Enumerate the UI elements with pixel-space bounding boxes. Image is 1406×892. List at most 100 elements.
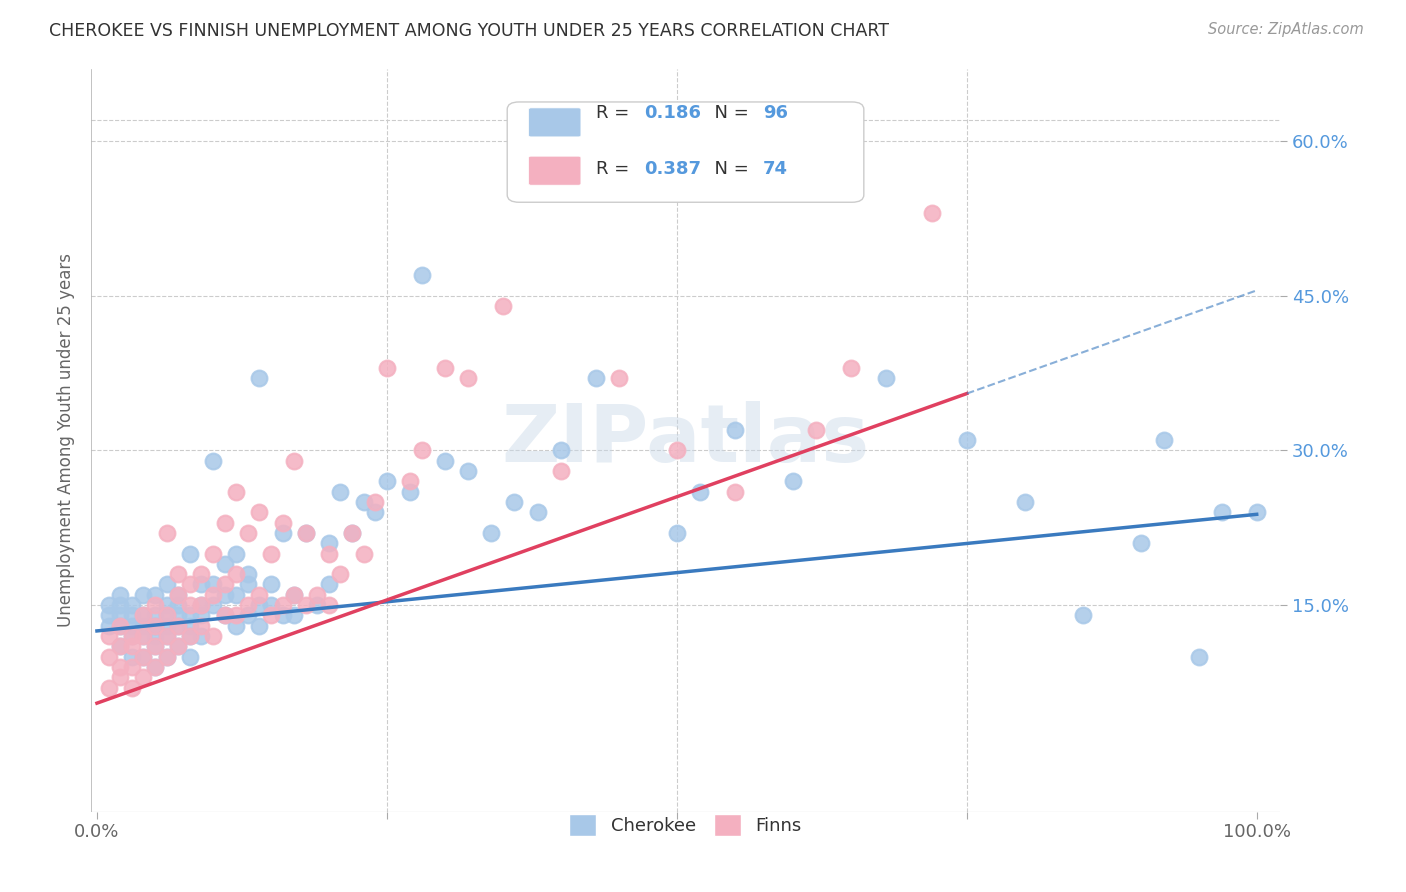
Point bbox=[214, 557, 236, 571]
Point bbox=[782, 475, 804, 489]
Text: N =: N = bbox=[703, 104, 755, 122]
Point bbox=[121, 649, 143, 664]
Point bbox=[179, 598, 201, 612]
Point bbox=[143, 619, 166, 633]
Point bbox=[457, 371, 479, 385]
Point bbox=[225, 608, 247, 623]
Point bbox=[411, 268, 433, 282]
Point bbox=[724, 423, 747, 437]
Point bbox=[214, 588, 236, 602]
Point bbox=[375, 475, 398, 489]
Point bbox=[132, 649, 155, 664]
Point bbox=[97, 629, 120, 643]
Point bbox=[97, 619, 120, 633]
Point bbox=[283, 588, 305, 602]
Point bbox=[724, 484, 747, 499]
Point bbox=[143, 598, 166, 612]
Point bbox=[121, 660, 143, 674]
Point bbox=[190, 629, 212, 643]
Legend: Cherokee, Finns: Cherokee, Finns bbox=[562, 807, 808, 843]
Point bbox=[214, 608, 236, 623]
Point bbox=[143, 608, 166, 623]
Point bbox=[247, 619, 270, 633]
Point bbox=[1153, 433, 1175, 447]
Point bbox=[179, 608, 201, 623]
Point bbox=[1129, 536, 1152, 550]
Point bbox=[236, 567, 259, 582]
Point bbox=[132, 608, 155, 623]
Point bbox=[433, 360, 456, 375]
Point bbox=[143, 619, 166, 633]
FancyBboxPatch shape bbox=[529, 156, 581, 186]
Point bbox=[167, 640, 190, 654]
FancyBboxPatch shape bbox=[508, 102, 863, 202]
Point bbox=[271, 598, 294, 612]
Text: CHEROKEE VS FINNISH UNEMPLOYMENT AMONG YOUTH UNDER 25 YEARS CORRELATION CHART: CHEROKEE VS FINNISH UNEMPLOYMENT AMONG Y… bbox=[49, 22, 889, 40]
Point bbox=[225, 588, 247, 602]
Point bbox=[155, 598, 177, 612]
Point bbox=[121, 629, 143, 643]
Point bbox=[526, 505, 548, 519]
Point bbox=[307, 598, 329, 612]
Point bbox=[236, 525, 259, 540]
Point bbox=[190, 619, 212, 633]
Point bbox=[318, 536, 340, 550]
Point bbox=[155, 608, 177, 623]
Point bbox=[318, 598, 340, 612]
Point bbox=[132, 629, 155, 643]
Point bbox=[353, 495, 375, 509]
Point bbox=[318, 547, 340, 561]
Point bbox=[271, 525, 294, 540]
Point bbox=[121, 629, 143, 643]
Text: R =: R = bbox=[596, 104, 636, 122]
Point bbox=[132, 608, 155, 623]
Point bbox=[179, 577, 201, 591]
Point bbox=[260, 577, 283, 591]
Point bbox=[340, 525, 363, 540]
Point bbox=[375, 360, 398, 375]
Y-axis label: Unemployment Among Youth under 25 years: Unemployment Among Youth under 25 years bbox=[58, 253, 75, 627]
Point bbox=[121, 640, 143, 654]
Point bbox=[108, 588, 131, 602]
Point bbox=[665, 525, 688, 540]
Point bbox=[155, 619, 177, 633]
Point bbox=[179, 619, 201, 633]
Point bbox=[108, 670, 131, 684]
Point bbox=[155, 608, 177, 623]
Point bbox=[190, 567, 212, 582]
Point bbox=[97, 681, 120, 695]
Point bbox=[329, 567, 352, 582]
Point bbox=[190, 598, 212, 612]
Point bbox=[108, 660, 131, 674]
Point bbox=[201, 629, 224, 643]
Point bbox=[214, 608, 236, 623]
Point bbox=[167, 619, 190, 633]
Point bbox=[260, 598, 283, 612]
Point bbox=[108, 619, 131, 633]
Point bbox=[236, 598, 259, 612]
Point bbox=[132, 588, 155, 602]
Point bbox=[167, 619, 190, 633]
Point bbox=[340, 525, 363, 540]
Point bbox=[108, 619, 131, 633]
Text: Source: ZipAtlas.com: Source: ZipAtlas.com bbox=[1208, 22, 1364, 37]
Point bbox=[607, 371, 630, 385]
Point bbox=[155, 577, 177, 591]
Point bbox=[143, 660, 166, 674]
Point bbox=[236, 608, 259, 623]
Point bbox=[283, 588, 305, 602]
Point bbox=[108, 608, 131, 623]
Point bbox=[155, 525, 177, 540]
Point bbox=[247, 505, 270, 519]
Point bbox=[283, 608, 305, 623]
Point bbox=[1246, 505, 1268, 519]
Text: 74: 74 bbox=[763, 160, 787, 178]
Point bbox=[364, 505, 387, 519]
Point bbox=[201, 588, 224, 602]
Point bbox=[225, 619, 247, 633]
Point bbox=[247, 371, 270, 385]
Point bbox=[97, 608, 120, 623]
Text: R =: R = bbox=[596, 160, 636, 178]
Point bbox=[155, 649, 177, 664]
Point bbox=[97, 598, 120, 612]
